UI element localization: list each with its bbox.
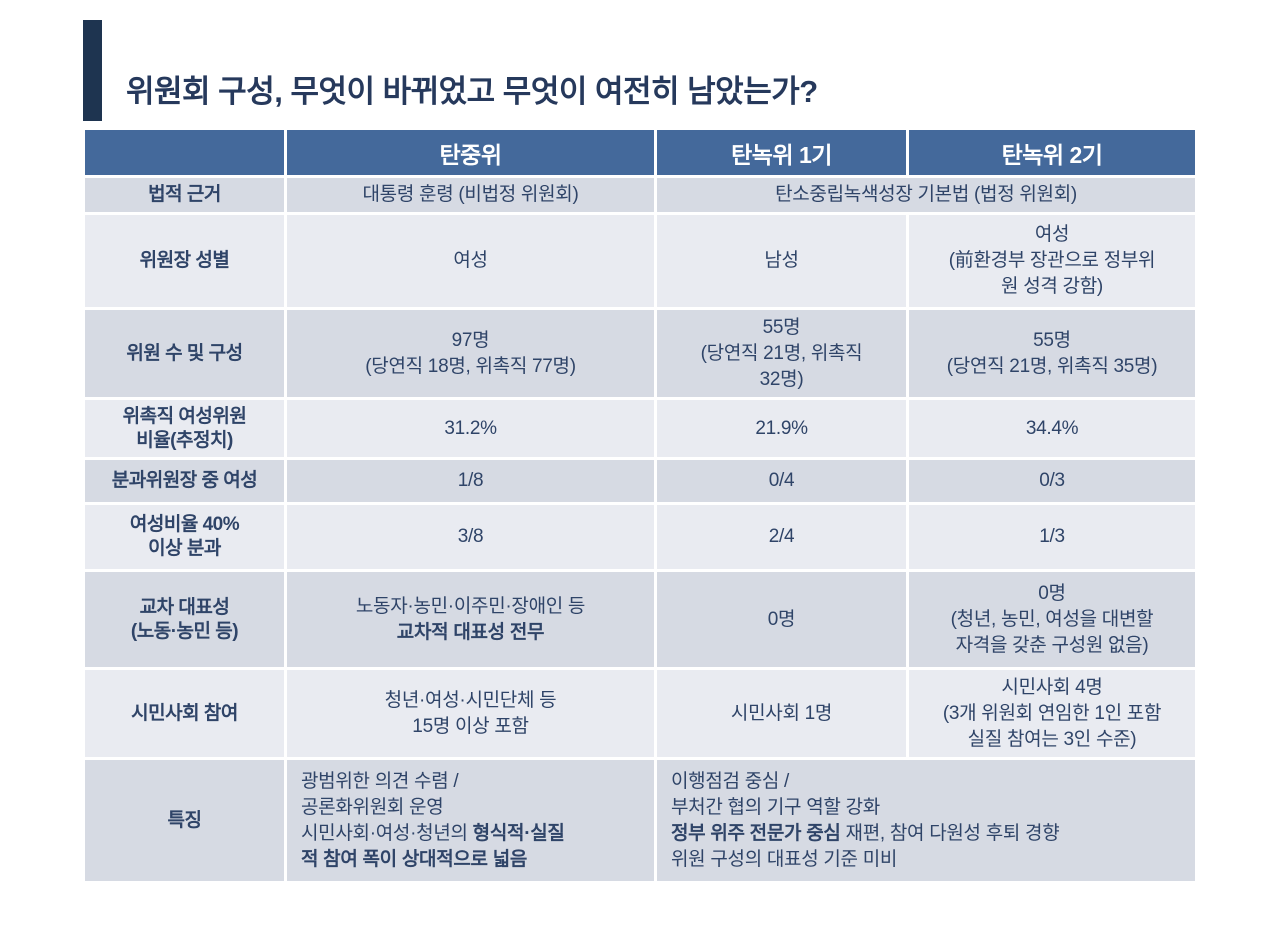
column-header-empty — [85, 130, 287, 178]
title-block: 위원회 구성, 무엇이 바뀌었고 무엇이 여전히 남았는가? — [83, 20, 818, 121]
column-header-tannokwi-1: 탄녹위 1기 — [657, 130, 909, 178]
table-row-civil-society: 시민사회 참여 청년·여성·시민단체 등 15명 이상 포함 시민사회 1명 시… — [85, 670, 1195, 760]
table-row-characteristics: 특징 광범위한 의견 수렴 / 공론화위원회 운영 시민사회·여성·청년의 형식적·… — [85, 760, 1195, 881]
table-row-40pct-subcommittees: 여성비율 40% 이상 분과 3/8 2/4 1/3 — [85, 505, 1195, 572]
table-row-member-count: 위원 수 및 구성 97명 (당연직 18명, 위촉직 77명) 55명 (당연… — [85, 310, 1195, 400]
data-cell: 0명 (청년, 농민, 여성을 대변할 자격을 갖춘 구성원 없음) — [909, 572, 1195, 670]
data-cell: 34.4% — [909, 400, 1195, 460]
row-label: 여성비율 40% 이상 분과 — [85, 505, 287, 572]
column-header-tanjungwi: 탄중위 — [287, 130, 657, 178]
row-label: 교차 대표성 (노동·농민 등) — [85, 572, 287, 670]
row-label: 위촉직 여성위원 비율(추정치) — [85, 400, 287, 460]
row-label: 위원 수 및 구성 — [85, 310, 287, 400]
row-label: 법적 근거 — [85, 178, 287, 215]
data-cell: 노동자·농민·이주민·장애인 등 교차적 대표성 전무 — [287, 572, 657, 670]
data-cell: 남성 — [657, 215, 909, 310]
table-row-female-ratio: 위촉직 여성위원 비율(추정치) 31.2% 21.9% 34.4% — [85, 400, 1195, 460]
data-cell: 여성 — [287, 215, 657, 310]
column-header-tannokwi-2: 탄녹위 2기 — [909, 130, 1195, 178]
row-label: 특징 — [85, 760, 287, 881]
data-cell: 시민사회 1명 — [657, 670, 909, 760]
data-cell: 55명 (당연직 21명, 위촉직 35명) — [909, 310, 1195, 400]
data-cell: 21.9% — [657, 400, 909, 460]
data-cell: 55명 (당연직 21명, 위촉직 32명) — [657, 310, 909, 400]
data-cell-merged: 이행점검 중심 / 부처간 협의 기구 역할 강화 정부 위주 전문가 중심 재편,… — [657, 760, 1195, 881]
title-accent-bar — [83, 20, 102, 121]
row-label: 분과위원장 중 여성 — [85, 460, 287, 505]
table-header-row: 탄중위 탄녹위 1기 탄녹위 2기 — [85, 130, 1195, 178]
data-cell: 여성 (前환경부 장관으로 정부위 원 성격 강함) — [909, 215, 1195, 310]
data-cell: 3/8 — [287, 505, 657, 572]
data-cell: 2/4 — [657, 505, 909, 572]
data-cell-merged: 탄소중립녹색성장 기본법 (법정 위원회) — [657, 178, 1195, 215]
row-label: 시민사회 참여 — [85, 670, 287, 760]
page-title: 위원회 구성, 무엇이 바뀌었고 무엇이 여전히 남았는가? — [126, 74, 818, 109]
data-cell: 청년·여성·시민단체 등 15명 이상 포함 — [287, 670, 657, 760]
table-row-chair-gender: 위원장 성별 여성 남성 여성 (前환경부 장관으로 정부위 원 성격 강함) — [85, 215, 1195, 310]
data-cell: 대통령 훈령 (비법정 위원회) — [287, 178, 657, 215]
data-cell: 97명 (당연직 18명, 위촉직 77명) — [287, 310, 657, 400]
table-row-legal-basis: 법적 근거 대통령 훈령 (비법정 위원회) 탄소중립녹색성장 기본법 (법정 … — [85, 178, 1195, 215]
data-cell: 0/3 — [909, 460, 1195, 505]
data-cell: 0명 — [657, 572, 909, 670]
committee-comparison-table: 탄중위 탄녹위 1기 탄녹위 2기 법적 근거 대통령 훈령 (비법정 위원회)… — [85, 130, 1195, 881]
data-cell: 광범위한 의견 수렴 / 공론화위원회 운영 시민사회·여성·청년의 형식적·실질 적… — [287, 760, 657, 881]
row-label: 위원장 성별 — [85, 215, 287, 310]
table-row-female-subcommittee-chairs: 분과위원장 중 여성 1/8 0/4 0/3 — [85, 460, 1195, 505]
table-row-intersectional-representation: 교차 대표성 (노동·농민 등) 노동자·농민·이주민·장애인 등 교차적 대표성… — [85, 572, 1195, 670]
data-cell: 시민사회 4명 (3개 위원회 연임한 1인 포함 실질 참여는 3인 수준) — [909, 670, 1195, 760]
data-cell: 1/8 — [287, 460, 657, 505]
data-cell: 1/3 — [909, 505, 1195, 572]
data-cell: 31.2% — [287, 400, 657, 460]
data-cell: 0/4 — [657, 460, 909, 505]
